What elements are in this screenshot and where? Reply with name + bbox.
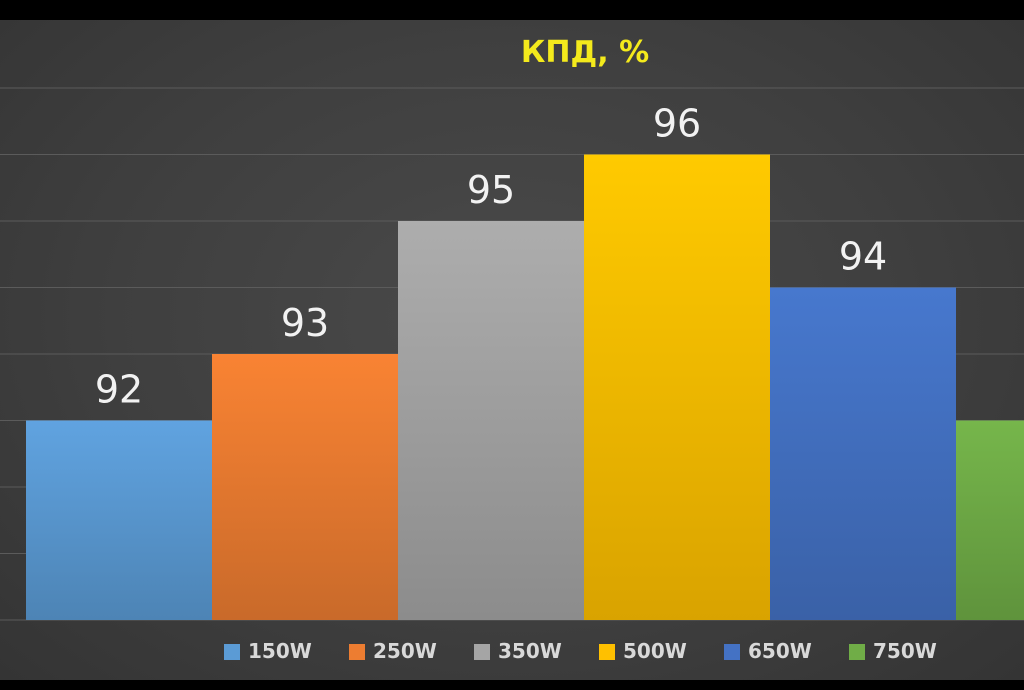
data-label-500W: 96 bbox=[653, 102, 701, 146]
chart-panel: КПД, % 92 93 95 96 94 150W 250W 350W 500W 650W 75… bbox=[0, 20, 1024, 680]
bar-750W bbox=[956, 420, 1024, 620]
legend-swatch bbox=[349, 644, 365, 660]
bar-500W bbox=[584, 154, 770, 620]
data-label-350W: 95 bbox=[467, 168, 515, 212]
legend-item-150W: 150W bbox=[224, 639, 312, 663]
legend-label: 250W bbox=[373, 639, 437, 663]
legend-label: 650W bbox=[748, 639, 812, 663]
bar-150W bbox=[26, 420, 212, 620]
legend-swatch bbox=[849, 644, 865, 660]
legend-item-350W: 350W bbox=[474, 639, 562, 663]
data-label-150W: 92 bbox=[95, 368, 143, 412]
data-label-250W: 93 bbox=[281, 301, 329, 345]
data-labels: 92 93 95 96 94 bbox=[95, 102, 887, 412]
legend: 150W 250W 350W 500W 650W 750W bbox=[224, 639, 937, 663]
legend-swatch bbox=[599, 644, 615, 660]
legend-label: 500W bbox=[623, 639, 687, 663]
legend-item-750W: 750W bbox=[849, 639, 937, 663]
legend-item-650W: 650W bbox=[724, 639, 812, 663]
legend-item-250W: 250W bbox=[349, 639, 437, 663]
legend-item-500W: 500W bbox=[599, 639, 687, 663]
bar-350W bbox=[398, 221, 584, 620]
legend-swatch bbox=[724, 644, 740, 660]
data-label-650W: 94 bbox=[839, 235, 887, 279]
legend-swatch bbox=[224, 644, 240, 660]
legend-label: 750W bbox=[873, 639, 937, 663]
bar-650W bbox=[770, 287, 956, 620]
bar-250W bbox=[212, 354, 398, 620]
bars bbox=[26, 154, 1024, 620]
legend-swatch bbox=[474, 644, 490, 660]
bar-chart: КПД, % 92 93 95 96 94 150W 250W 350W 500W 650W 75… bbox=[0, 35, 1024, 663]
legend-label: 150W bbox=[248, 639, 312, 663]
legend-label: 350W bbox=[498, 639, 562, 663]
chart-title: КПД, % bbox=[521, 35, 649, 70]
